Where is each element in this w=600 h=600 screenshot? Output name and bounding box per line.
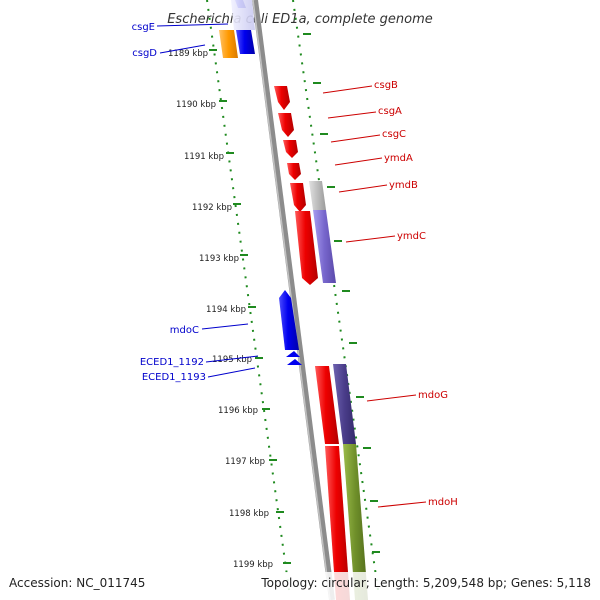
gene-mdoH-red[interactable] [325, 446, 350, 600]
gene-label-csgB[interactable]: csgB [374, 80, 398, 91]
gene-csgC[interactable] [283, 140, 298, 158]
gene-label-csgD[interactable]: csgD [132, 48, 157, 59]
major-ticks [209, 33, 380, 564]
gene-ymdA[interactable] [287, 163, 301, 180]
gene-ymdC-purple[interactable] [313, 210, 336, 283]
gene-label-mdoC[interactable]: mdoC [170, 325, 199, 336]
gene-mdoG-navy[interactable] [333, 364, 356, 444]
kbp-label: 1191 kbp [184, 152, 224, 162]
genome-summary-text: Topology: circular; Length: 5,209,548 bp… [260, 576, 591, 590]
kbp-label: 1193 kbp [199, 254, 239, 264]
kbp-label: 1189 kbp [168, 49, 208, 59]
footer-backdrop [0, 572, 600, 600]
accession-text: Accession: NC_011745 [9, 576, 145, 590]
gene-label-ymdB[interactable]: ymdB [389, 180, 418, 191]
gene-label-mdoG[interactable]: mdoG [418, 390, 448, 401]
gene-label-csgE[interactable]: csgE [132, 22, 155, 33]
gene-mdoH-olive[interactable] [343, 444, 368, 600]
gene-csgE-block[interactable] [231, 0, 255, 30]
left-guide-line [206, 0, 290, 591]
gene-label-ymdC[interactable]: ymdC [397, 231, 426, 242]
gene-features [219, 0, 368, 600]
leader-lines [156, 23, 427, 508]
gene-label-csgC[interactable]: csgC [382, 129, 406, 140]
kbp-label: 1196 kbp [218, 406, 258, 416]
kbp-label: 1198 kbp [229, 509, 269, 519]
gene-ymdB[interactable] [290, 183, 306, 212]
gene-mdoG-red[interactable] [315, 366, 339, 444]
gene-ECED1_1193[interactable] [287, 359, 302, 365]
kbp-label: 1199 kbp [233, 560, 273, 570]
right-guide-line [292, 0, 379, 591]
kbp-labels: 1189 kbp 1190 kbp 1191 kbp 1192 kbp 1193… [168, 49, 273, 570]
gene-label-ymdA[interactable]: ymdA [384, 153, 413, 164]
gene-csgA[interactable] [278, 113, 294, 137]
kbp-label: 1192 kbp [192, 203, 232, 213]
kbp-label: 1195 kbp [212, 355, 252, 365]
kbp-label: 1190 kbp [176, 100, 216, 110]
genome-backbone [252, 0, 335, 600]
gene-csgB[interactable] [274, 86, 290, 110]
gene-label-ECED1_1193[interactable]: ECED1_1193 [142, 372, 206, 383]
gene-mdoC[interactable] [279, 290, 299, 350]
gene-label-csgA[interactable]: csgA [378, 106, 402, 117]
backbone-highlight [252, 0, 331, 600]
kbp-label: 1197 kbp [225, 457, 265, 467]
gene-ECED1_1192[interactable] [286, 351, 300, 357]
gene-label-mdoH[interactable]: mdoH [428, 497, 458, 508]
gene-label-ECED1_1192[interactable]: ECED1_1192 [140, 357, 204, 368]
gene-csgD-blue[interactable] [236, 30, 255, 54]
gene-ymdB-grey[interactable] [309, 181, 326, 210]
kbp-label: 1194 kbp [206, 305, 246, 315]
gene-ymdC[interactable] [295, 211, 318, 285]
gene-csgD-orange[interactable] [219, 30, 238, 58]
